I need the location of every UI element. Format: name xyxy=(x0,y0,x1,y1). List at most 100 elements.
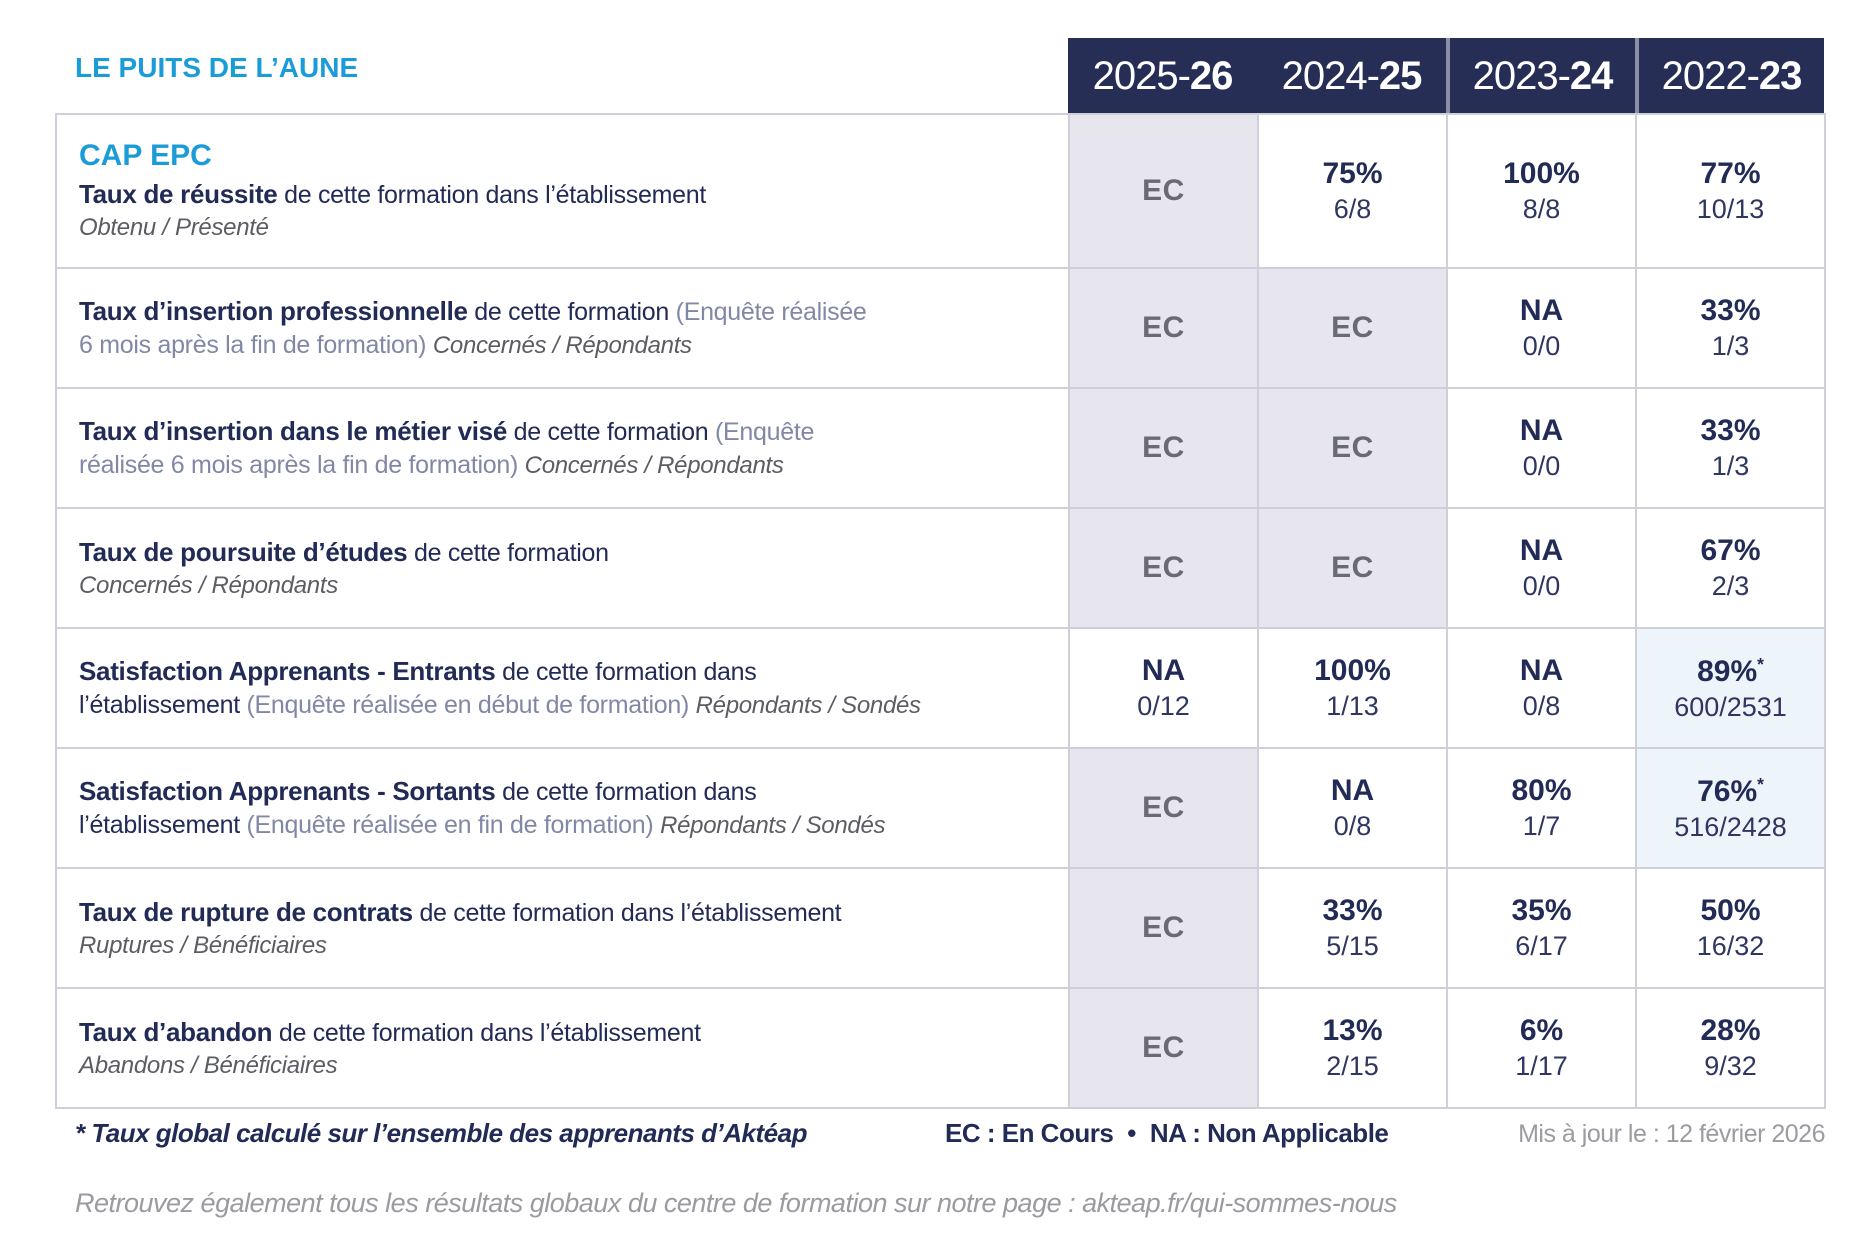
cell-value: 33% 1/3 xyxy=(1635,269,1824,387)
fraction-value: 1/13 xyxy=(1326,691,1379,721)
percentage-value: 33% xyxy=(1700,294,1761,327)
label-segment: Répondants / Sondés xyxy=(695,692,921,719)
asterisk: * xyxy=(1757,653,1764,674)
cell-en-cours: EC xyxy=(1257,389,1446,507)
column-header-2024-25: 2024- 25 xyxy=(1257,38,1446,115)
cell-value: NA 0/8 xyxy=(1257,749,1446,867)
row-label-line: Taux de réussite de cette formation dans… xyxy=(79,177,1042,212)
label-segment: réalisée 6 mois après la fin de formatio… xyxy=(79,451,525,479)
fraction-value: 0/8 xyxy=(1333,811,1372,841)
year-bold: 25 xyxy=(1378,54,1422,98)
results-table-body: CAP EPC Taux de réussite de cette formati… xyxy=(55,113,1826,1109)
percentage-value: 100% xyxy=(1314,654,1391,687)
abbreviation-legend: EC : En Cours • NA : Non Applicable xyxy=(945,1118,1389,1149)
fraction-value: 1/17 xyxy=(1515,1051,1568,1081)
table-row: Taux d’insertion dans le métier visé de … xyxy=(57,387,1824,507)
cell-en-cours: EC xyxy=(1068,509,1257,627)
label-segment: de cette formation xyxy=(407,538,609,567)
program-title: CAP EPC xyxy=(79,138,212,172)
legend-bullet: • xyxy=(1127,1118,1136,1148)
row-label-line: Taux d’insertion dans le métier visé de … xyxy=(79,414,1042,449)
percentage-value: 6% xyxy=(1519,1014,1564,1047)
fraction-value: 2/15 xyxy=(1326,1051,1379,1081)
label-segment: de cette formation dans l’établissement xyxy=(277,180,706,209)
label-segment: 6 mois après la fin de formation) xyxy=(79,331,433,359)
fraction-value: 600/2531 xyxy=(1674,691,1787,722)
label-segment: Taux de rupture de contrats xyxy=(79,896,413,927)
year-bold: 24 xyxy=(1569,54,1613,98)
percentage-value: NA xyxy=(1330,774,1375,807)
cell-value: NA 0/12 xyxy=(1068,629,1257,747)
label-segment: l’établissement xyxy=(79,691,247,719)
percentage-value: 33% xyxy=(1322,894,1383,927)
label-segment: Satisfaction Apprenants - Sortants xyxy=(79,776,496,806)
table-row: CAP EPC Taux de réussite de cette formati… xyxy=(57,115,1824,267)
label-segment: (Enquête xyxy=(715,418,815,446)
fraction-value: 0/12 xyxy=(1137,691,1190,721)
fraction-value: 0/0 xyxy=(1522,571,1561,601)
ec-label: EC xyxy=(1331,551,1374,584)
year-header-row: 2025- 26 2024- 25 2023- 24 2022- 23 xyxy=(1068,38,1824,115)
row-label-line: Satisfaction Apprenants - Sortants de ce… xyxy=(79,774,1042,809)
label-segment: (Enquête réalisée xyxy=(675,298,867,326)
ec-label: EC xyxy=(1142,551,1185,584)
page-title: LE PUITS DE L’AUNE xyxy=(75,52,359,83)
cell-value: 89%* 600/2531 xyxy=(1635,629,1824,747)
row-label-line: Taux de poursuite d’études de cette form… xyxy=(79,535,1042,570)
row-label-line: Concernés / Répondants xyxy=(79,570,1042,602)
cell-en-cours: EC xyxy=(1068,989,1257,1107)
percentage-value: 100% xyxy=(1503,157,1580,190)
percentage-value: NA xyxy=(1519,654,1564,687)
row-label: Satisfaction Apprenants - Sortants de ce… xyxy=(57,749,1068,867)
label-segment: Obtenu / Présenté xyxy=(79,213,269,241)
fraction-value: 1/3 xyxy=(1711,451,1750,481)
percentage-value: NA xyxy=(1141,654,1186,687)
fraction-value: 0/0 xyxy=(1522,331,1561,361)
cell-en-cours: EC xyxy=(1068,269,1257,387)
percentage-value: 50% xyxy=(1700,894,1761,927)
fraction-value: 0/0 xyxy=(1522,451,1561,481)
cell-value: NA 0/0 xyxy=(1446,269,1635,387)
fraction-value: 9/32 xyxy=(1704,1051,1757,1081)
cell-value: 28% 9/32 xyxy=(1635,989,1824,1107)
fraction-value: 16/32 xyxy=(1696,931,1765,961)
year-light: 2025- xyxy=(1092,54,1191,98)
label-segment: Abandons / Bénéficiaires xyxy=(79,1051,338,1079)
row-label-line: Satisfaction Apprenants - Entrants de ce… xyxy=(79,654,1042,689)
column-header-2023-24: 2023- 24 xyxy=(1446,38,1635,115)
year-bold: 26 xyxy=(1189,54,1233,98)
label-segment: de cette formation xyxy=(506,418,715,446)
label-segment: l’établissement xyxy=(79,811,247,839)
percentage-value: 80% xyxy=(1511,774,1572,807)
row-label: Taux de rupture de contrats de cette for… xyxy=(57,869,1068,987)
percentage-value: 35% xyxy=(1511,894,1572,927)
percentage-value: 67% xyxy=(1700,534,1761,567)
star-footnote: * Taux global calculé sur l’ensemble des… xyxy=(75,1118,807,1149)
fraction-value: 0/8 xyxy=(1522,691,1561,721)
table-row: Satisfaction Apprenants - Entrants de ce… xyxy=(57,627,1824,747)
percentage-value: 77% xyxy=(1700,157,1761,190)
percentage-value: 13% xyxy=(1322,1014,1383,1047)
row-label-line: Ruptures / Bénéficiaires xyxy=(79,930,1042,962)
cell-value: 80% 1/7 xyxy=(1446,749,1635,867)
cell-en-cours: EC xyxy=(1068,115,1257,267)
updated-date: Mis à jour le : 12 février 2026 xyxy=(1518,1120,1825,1148)
row-label-line: 6 mois après la fin de formation) Concer… xyxy=(79,329,1042,362)
fraction-value: 6/8 xyxy=(1333,194,1372,224)
column-header-2025-26: 2025- 26 xyxy=(1068,38,1257,115)
cell-en-cours: EC xyxy=(1068,389,1257,507)
row-label-line: Taux d’insertion professionnelle de cett… xyxy=(79,294,1042,329)
fraction-value: 516/2428 xyxy=(1674,811,1787,842)
cell-value: 77% 10/13 xyxy=(1635,115,1824,267)
cell-value: 13% 2/15 xyxy=(1257,989,1446,1107)
fraction-value: 10/13 xyxy=(1696,194,1765,224)
ec-label: EC xyxy=(1142,1031,1185,1064)
label-segment: Satisfaction Apprenants - Entrants xyxy=(79,656,496,686)
year-light: 2024- xyxy=(1281,54,1380,98)
column-header-2022-23: 2022- 23 xyxy=(1635,38,1824,115)
ec-label: EC xyxy=(1331,311,1374,344)
cell-value: 75% 6/8 xyxy=(1257,115,1446,267)
percentage-value: NA xyxy=(1519,534,1564,567)
label-segment: Concernés / Répondants xyxy=(524,452,784,479)
